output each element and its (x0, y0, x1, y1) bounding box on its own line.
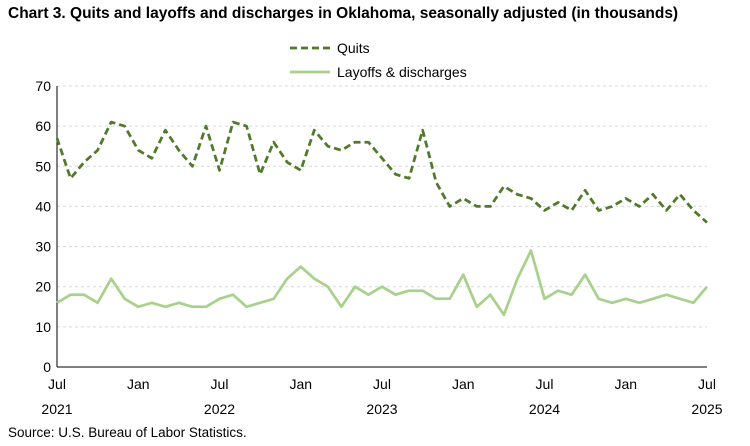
y-tick-label: 10 (35, 319, 51, 335)
y-tick-label: 30 (35, 239, 51, 255)
y-tick-label: 50 (35, 158, 51, 174)
x-tick-label: Jul (698, 376, 716, 392)
x-tick-year-label: 2023 (366, 401, 397, 417)
x-tick-label: Jan (452, 376, 475, 392)
x-tick-label: Jul (536, 376, 554, 392)
y-tick-label: 0 (43, 359, 51, 375)
y-tick-label: 60 (35, 118, 51, 134)
x-tick-label: Jul (373, 376, 391, 392)
x-tick-label: Jan (289, 376, 312, 392)
x-tick-year-label: 2024 (529, 401, 560, 417)
legend: Quits Layoffs & discharges (290, 40, 467, 80)
x-tick-label: Jul (48, 376, 66, 392)
x-tick-year-label: 2021 (41, 401, 72, 417)
y-tick-label: 40 (35, 198, 51, 214)
x-tick-year-label: 2022 (204, 401, 235, 417)
legend-label: Layoffs & discharges (337, 64, 467, 80)
chart-title: Chart 3. Quits and layoffs and discharge… (8, 5, 679, 22)
x-tick-label: Jul (211, 376, 229, 392)
source-note: Source: U.S. Bureau of Labor Statistics. (8, 425, 247, 440)
x-tick-year-label: 2025 (691, 401, 722, 417)
axis-layer: 0 10 20 30 40 50 60 70 Jul 2021 Jan Jul 2022 Jan Jul 20… (35, 78, 722, 417)
x-tick-label: Jan (127, 376, 150, 392)
y-tick-label: 70 (35, 78, 51, 94)
x-tick-label: Jan (614, 376, 637, 392)
layoffs-series-line (56, 249, 709, 317)
series-layer (55, 120, 709, 317)
quits-series-line (55, 120, 708, 224)
y-tick-label: 20 (35, 279, 51, 295)
legend-label: Quits (337, 40, 370, 56)
